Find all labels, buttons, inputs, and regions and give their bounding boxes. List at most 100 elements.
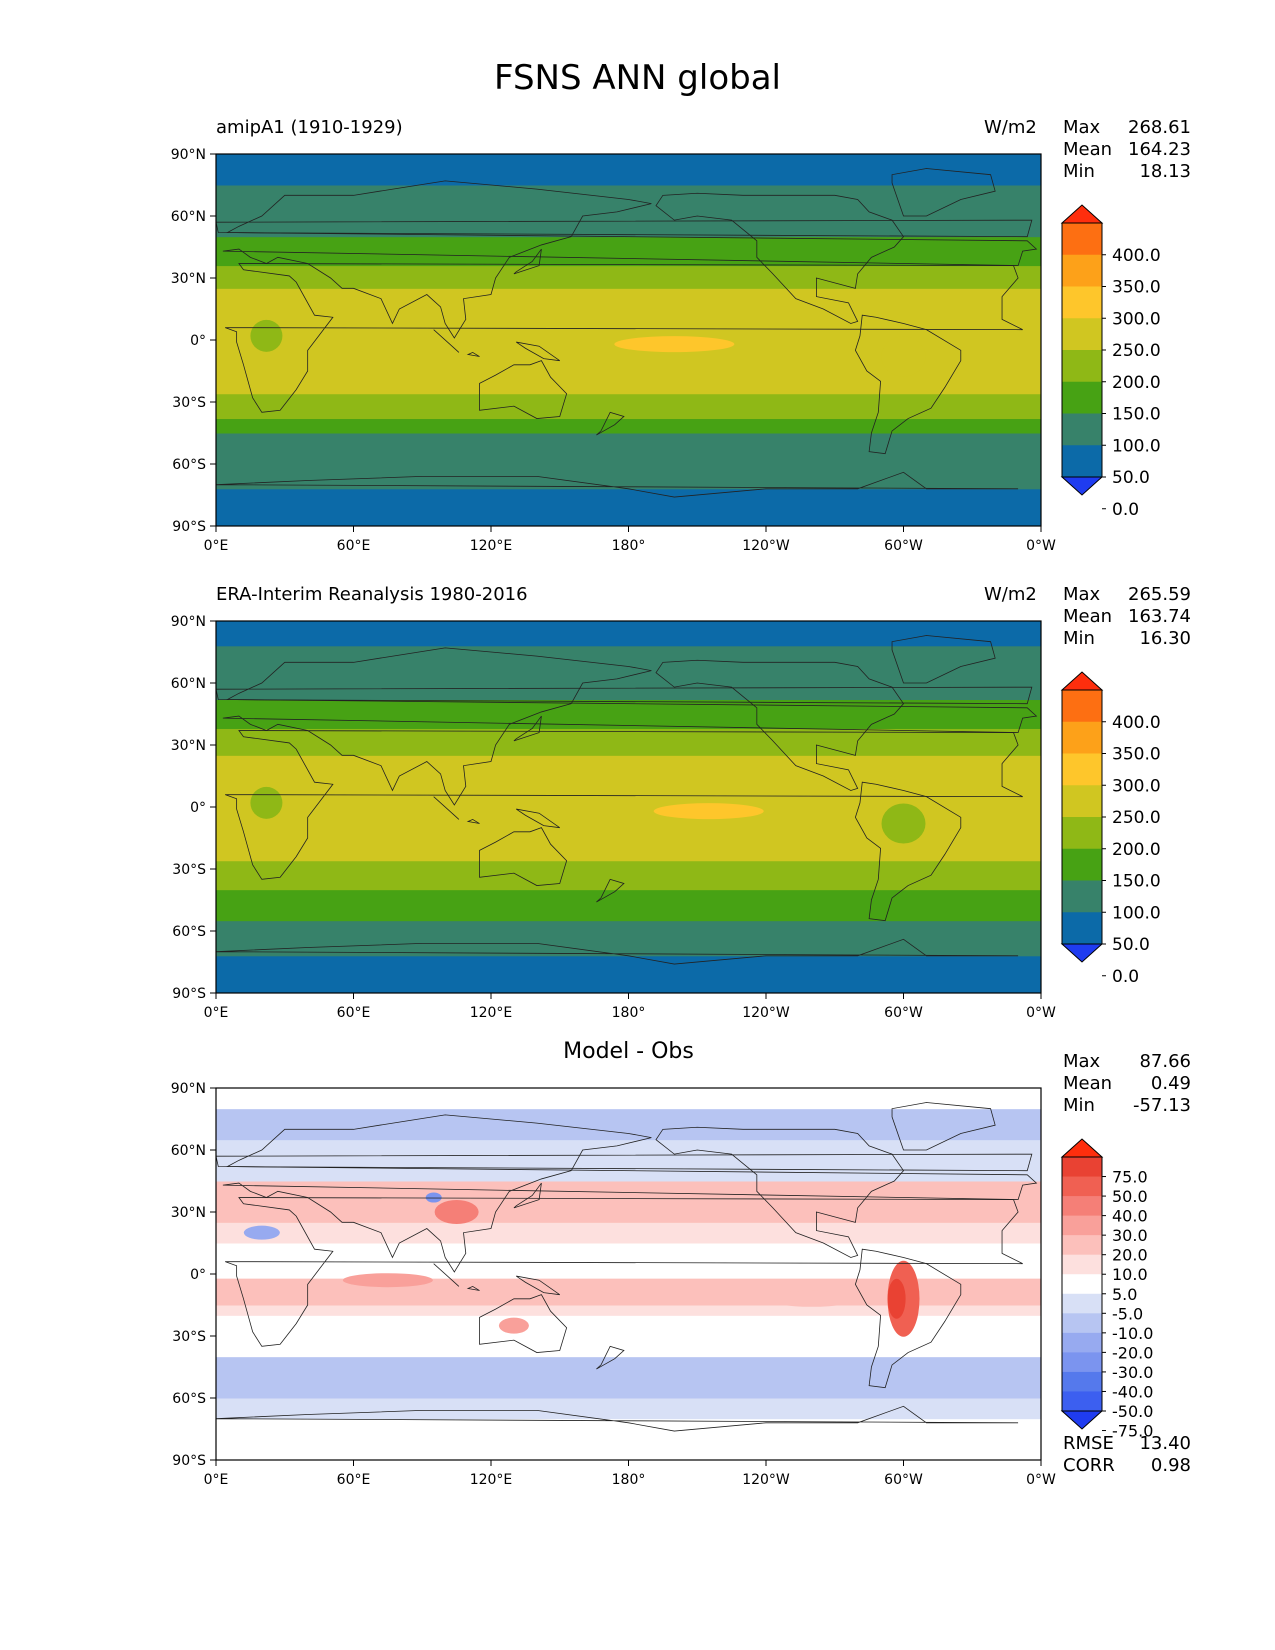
colorbar-min-arrow (1060, 1410, 1104, 1430)
colorbar-tick-label: -10.0 (1112, 1324, 1153, 1343)
colorbar-segment (1062, 785, 1102, 818)
lon-tick-label: 120°W (742, 1472, 790, 1488)
band-5 (216, 265, 1041, 289)
stats-box: Max 265.59 Mean 163.74 Min 16.30 (1063, 584, 1191, 650)
colorbar-tick-label: 400.0 (1112, 246, 1161, 266)
lon-tick-label: 60°E (337, 538, 371, 554)
band-8 (216, 621, 1041, 647)
band-7 (216, 645, 1041, 701)
stats-box: Max 87.66 Mean 0.49 Min -57.13 (1063, 1051, 1191, 1117)
colorbar-segment (1062, 912, 1102, 945)
coastlines (216, 1102, 1038, 1460)
colorbar-segment (1062, 445, 1102, 478)
lat-tick-label: 30°S (172, 395, 206, 411)
stat-value: 265.59 (1128, 584, 1191, 605)
lat-tick-label: 90°S (172, 986, 206, 1002)
colorbar-tick-label: 300.0 (1112, 776, 1161, 796)
lat-tick-label: 0° (190, 1267, 206, 1283)
band-7 (216, 1222, 1041, 1244)
coastline-1 (222, 180, 1038, 339)
lat-tick-label: 90°S (172, 1453, 206, 1469)
stat-value: 0.49 (1150, 1073, 1191, 1094)
lat-tick-label: 0° (190, 333, 206, 349)
band-9 (216, 1139, 1041, 1182)
stat-name: Mean (1063, 1073, 1113, 1094)
colorbar-segment (1062, 690, 1102, 723)
colorbar-segment (1062, 1332, 1102, 1353)
band-3 (216, 393, 1041, 420)
colorbar-min-arrow (1060, 476, 1104, 496)
metric-name: CORR (1063, 1455, 1115, 1476)
stat-name: Max (1063, 1051, 1101, 1072)
band-7 (216, 185, 1041, 238)
colorbar-tick-label: -40.0 (1112, 1382, 1153, 1401)
stat-name: Min (1063, 1095, 1095, 1116)
stat-value: 268.61 (1128, 117, 1191, 138)
map-field (216, 621, 1041, 993)
east-pacific-max (653, 803, 764, 820)
panel-ref: 90°N 60°N 30°N 0° 30°S 60°S 90°S 0°E 60°E 120°E 18… (0, 584, 1275, 1044)
coastline-9 (515, 1275, 560, 1296)
band-0 (216, 1418, 1041, 1460)
metrics-box: RMSE 13.40 CORR 0.98 (1063, 1433, 1191, 1477)
coastline-10 (596, 1345, 625, 1370)
panel-center-label: Model - Obs (563, 1039, 694, 1064)
lon-tick-label: 60°E (337, 1472, 371, 1488)
coastline-3 (655, 659, 905, 791)
colorbar-tick-label: -75.0 (1112, 1422, 1153, 1441)
colorbar-tick-label: 10.0 (1112, 1265, 1148, 1284)
colorbar-segment (1062, 286, 1102, 319)
coastline-5 (891, 635, 996, 684)
lon-tick-label: 60°W (884, 1472, 923, 1488)
coastline-8 (466, 1285, 480, 1291)
colorbar-segment (1062, 1157, 1102, 1178)
colorbar-segment (1062, 1196, 1102, 1217)
stat-name: Mean (1063, 606, 1113, 627)
colorbar-tick-label: -5.0 (1112, 1304, 1143, 1323)
lat-tick-label: 30°N (171, 1205, 206, 1221)
lat-tick-label: 60°S (172, 924, 206, 940)
indian-ocean-positive (342, 1273, 433, 1288)
colorbar-tick-label: 0.0 (1112, 500, 1139, 520)
colorbar-segment (1062, 817, 1102, 850)
stat-value: 163.74 (1128, 606, 1191, 627)
amazon-region (881, 336, 926, 377)
lon-tick-label: 60°W (884, 1005, 923, 1021)
congo-region (250, 786, 283, 819)
band-1 (216, 920, 1041, 957)
metric-name: RMSE (1063, 1433, 1114, 1454)
colorbar-frame (1061, 1156, 1103, 1412)
lat-tick-label: 90°N (171, 1081, 206, 1097)
colorbar-max-arrow (1060, 204, 1104, 224)
coastline-9 (515, 341, 560, 362)
band-10 (216, 1108, 1041, 1141)
colorbar-tick-label: 150.0 (1112, 872, 1161, 892)
colorbar-segment (1062, 223, 1102, 256)
panel-left-label: amipA1 (1910-1929) (216, 117, 403, 138)
colorbar: 400.0 350.0 300.0 250.0 200.0 150.0 100.0 50.0 0… (1060, 671, 1161, 987)
colorbar-segment (1062, 254, 1102, 288)
colorbar-tick-label: 0.0 (1112, 967, 1139, 987)
band-11 (216, 1088, 1041, 1110)
tibet-negative (425, 1192, 442, 1203)
stat-name: Mean (1063, 139, 1113, 160)
coastline-6 (216, 1405, 1019, 1460)
colorbar-segment (1062, 318, 1102, 351)
coastline-5 (891, 168, 996, 217)
band-5 (216, 728, 1041, 756)
colorbar-segment (1062, 1293, 1102, 1314)
colorbar-segment (1062, 1274, 1102, 1295)
colorbar-tick-label: 50.0 (1112, 468, 1150, 488)
panel-units-label: W/m2 (984, 117, 1037, 138)
colorbar-segment (1062, 1254, 1102, 1275)
lat-tick-label: 30°N (171, 271, 206, 287)
coastline-2 (479, 360, 568, 419)
coastlines (216, 168, 1038, 526)
stats-box: Max 268.61 Mean 164.23 Min 18.13 (1063, 117, 1191, 183)
lon-tick-label: 120°E (470, 1472, 513, 1488)
stat-value: -57.13 (1132, 1095, 1191, 1116)
colorbar: 75.050.040.030.020.010.05.0-5.0-10.0-20.… (1060, 1138, 1153, 1441)
colorbar-max-arrow (1060, 671, 1104, 691)
colorbar-tick-label: 40.0 (1112, 1207, 1148, 1226)
east-pacific-max (614, 336, 735, 353)
